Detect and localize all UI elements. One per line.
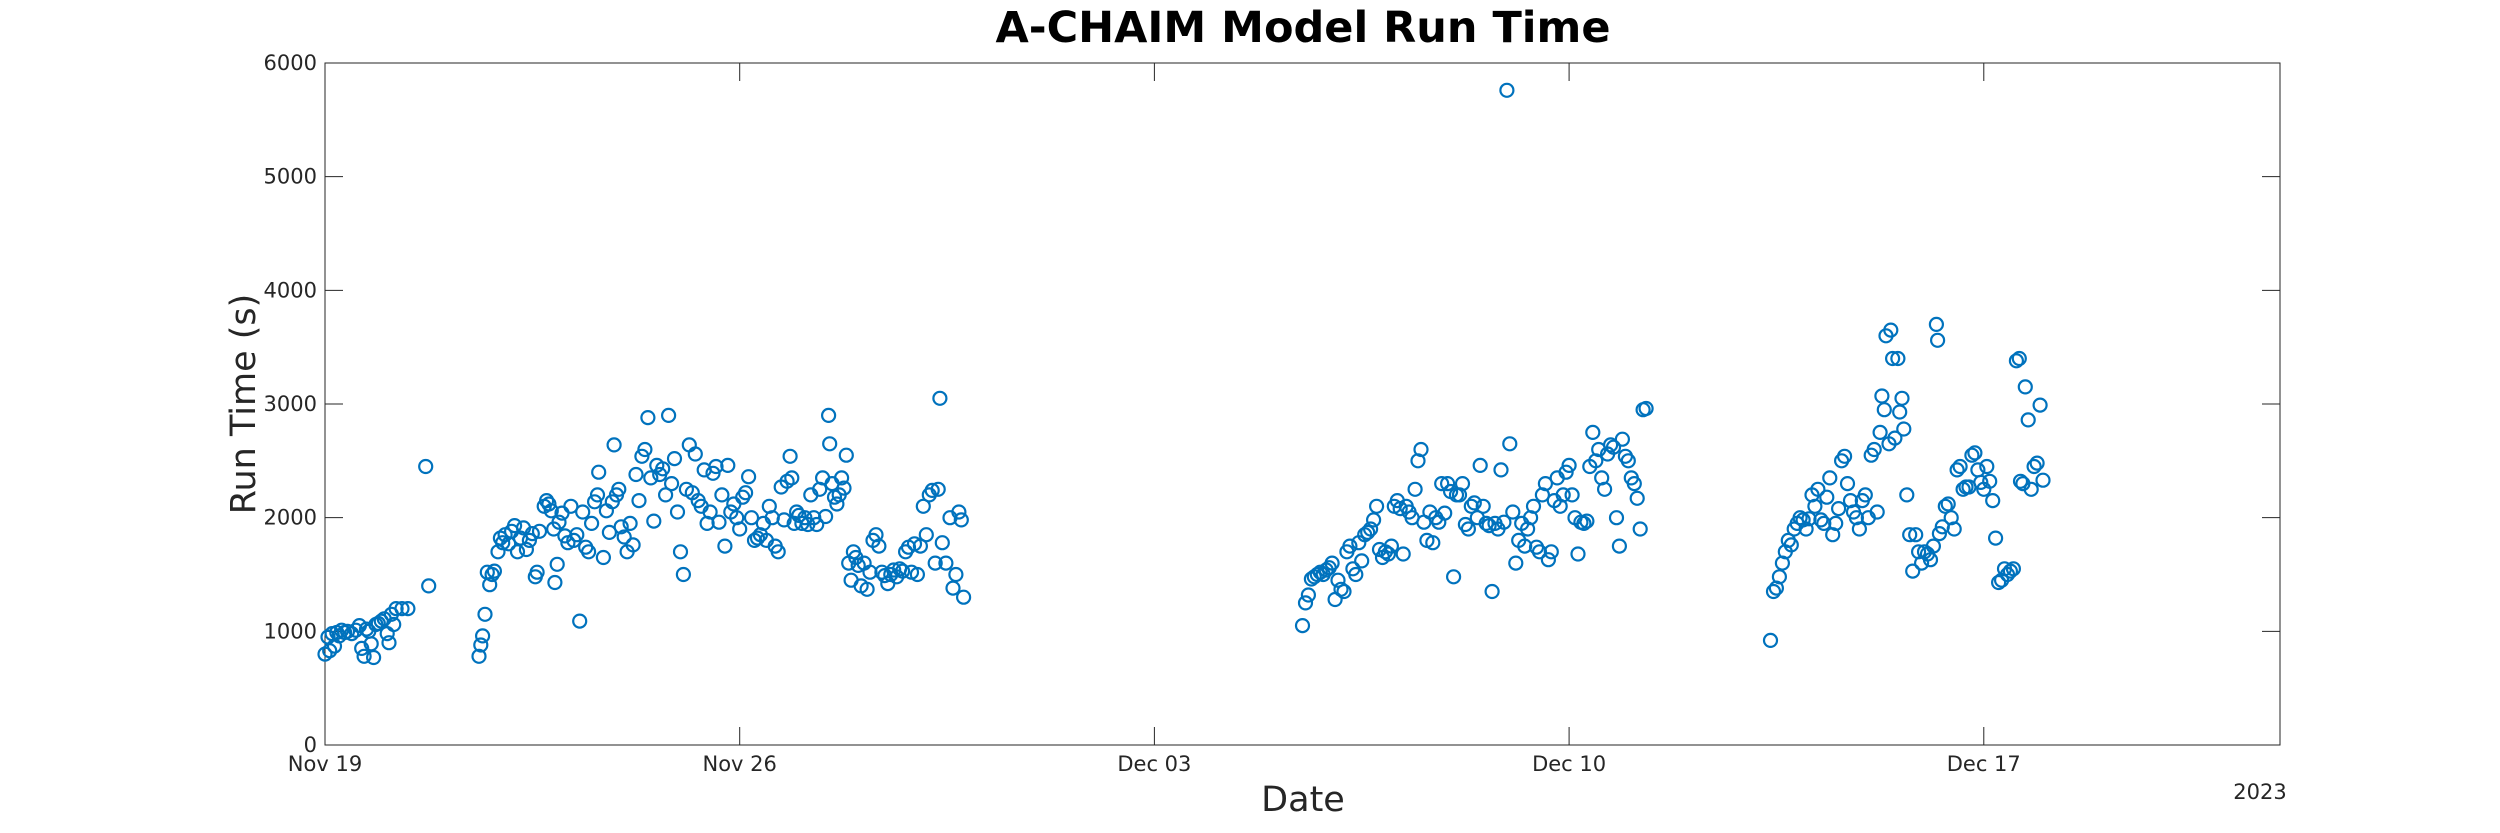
y-tick-label: 4000 — [264, 278, 317, 302]
x-axis-title: Date — [1261, 780, 1345, 820]
x-tick-label: Dec 03 — [1117, 752, 1191, 776]
year-label: 2023 — [2233, 780, 2286, 804]
plot-area — [325, 63, 2280, 745]
y-tick-label: 5000 — [264, 165, 317, 189]
chart-title: A-CHAIM Model Run Time — [995, 3, 1610, 53]
x-tick-label: Dec 10 — [1532, 752, 1606, 776]
y-tick-label: 1000 — [264, 619, 317, 643]
x-tick-label: Nov 26 — [703, 752, 777, 776]
y-axis-title: Run Time (s) — [224, 294, 264, 515]
y-tick-label: 3000 — [264, 392, 317, 416]
x-tick-label: Dec 17 — [1947, 752, 2021, 776]
x-tick-label: Nov 19 — [288, 752, 362, 776]
y-tick-label: 2000 — [264, 506, 317, 530]
y-tick-label: 6000 — [264, 51, 317, 75]
